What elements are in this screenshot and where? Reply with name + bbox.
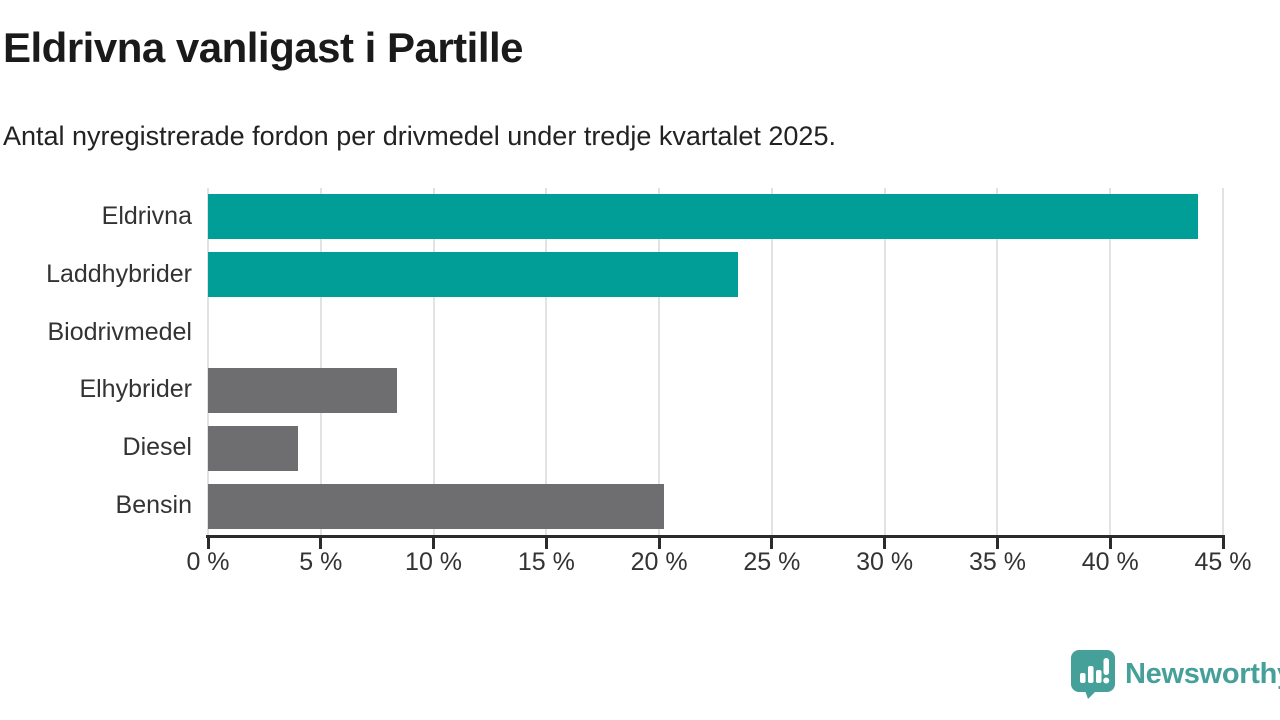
chart-title: Eldrivna vanligast i Partille [3, 24, 524, 71]
bar-eldrivna [208, 194, 1199, 240]
gridline [1222, 188, 1224, 535]
x-tick-label: 5 % [299, 548, 343, 576]
x-tick [319, 538, 323, 549]
category-label-laddhybrider: Laddhybrider [46, 259, 192, 288]
gridline [883, 188, 886, 535]
x-tick-label: 45 % [1194, 548, 1252, 576]
x-tick-label: 25 % [743, 548, 801, 576]
gridline [319, 188, 322, 535]
x-tick [1221, 538, 1225, 549]
gridline [996, 188, 999, 535]
x-tick [1108, 538, 1112, 549]
chart-subtitle: Antal nyregistrerade fordon per drivmede… [3, 121, 836, 151]
newsworthy-logo-text: Newsworthy [1125, 657, 1280, 690]
gridline [1109, 188, 1112, 535]
x-tick [657, 538, 661, 549]
category-label-elhybrider: Elhybrider [79, 375, 192, 404]
gridline [432, 188, 435, 535]
x-tick [544, 538, 548, 549]
x-tick-label: 35 % [968, 548, 1026, 576]
gridline [545, 188, 548, 535]
x-tick-label: 20 % [630, 548, 688, 576]
bar-bensin [208, 483, 664, 529]
x-axis-line [206, 535, 1225, 538]
bar-diesel [208, 425, 299, 471]
gridline [658, 188, 661, 535]
x-tick-label: 15 % [517, 548, 575, 576]
plot-area [207, 188, 1224, 535]
x-tick [206, 538, 210, 549]
category-label-eldrivna: Eldrivna [101, 201, 192, 230]
x-tick-label: 10 % [405, 548, 463, 576]
bar-elhybrider [208, 367, 398, 413]
category-labels: Eldrivna Laddhybrider Biodrivmedel Elhybrid… [0, 188, 192, 535]
category-label-bensin: Bensin [115, 491, 192, 520]
gridline [770, 188, 773, 535]
x-tick-label: 0 % [186, 548, 230, 576]
newsworthy-bar-chart-speech-bubble-icon [1070, 649, 1116, 699]
newsworthy-logo[interactable]: Newsworthy [1070, 649, 1280, 699]
x-tick-label: 40 % [1081, 548, 1139, 576]
gridline [207, 188, 209, 535]
x-tick [432, 538, 436, 549]
x-tick-label: 30 % [856, 548, 914, 576]
x-tick [995, 538, 999, 549]
bar-laddhybrider [208, 252, 739, 298]
category-label-diesel: Diesel [122, 433, 192, 462]
x-tick [883, 538, 887, 549]
x-tick [770, 538, 774, 549]
category-label-biodrivmedel: Biodrivmedel [47, 317, 192, 346]
